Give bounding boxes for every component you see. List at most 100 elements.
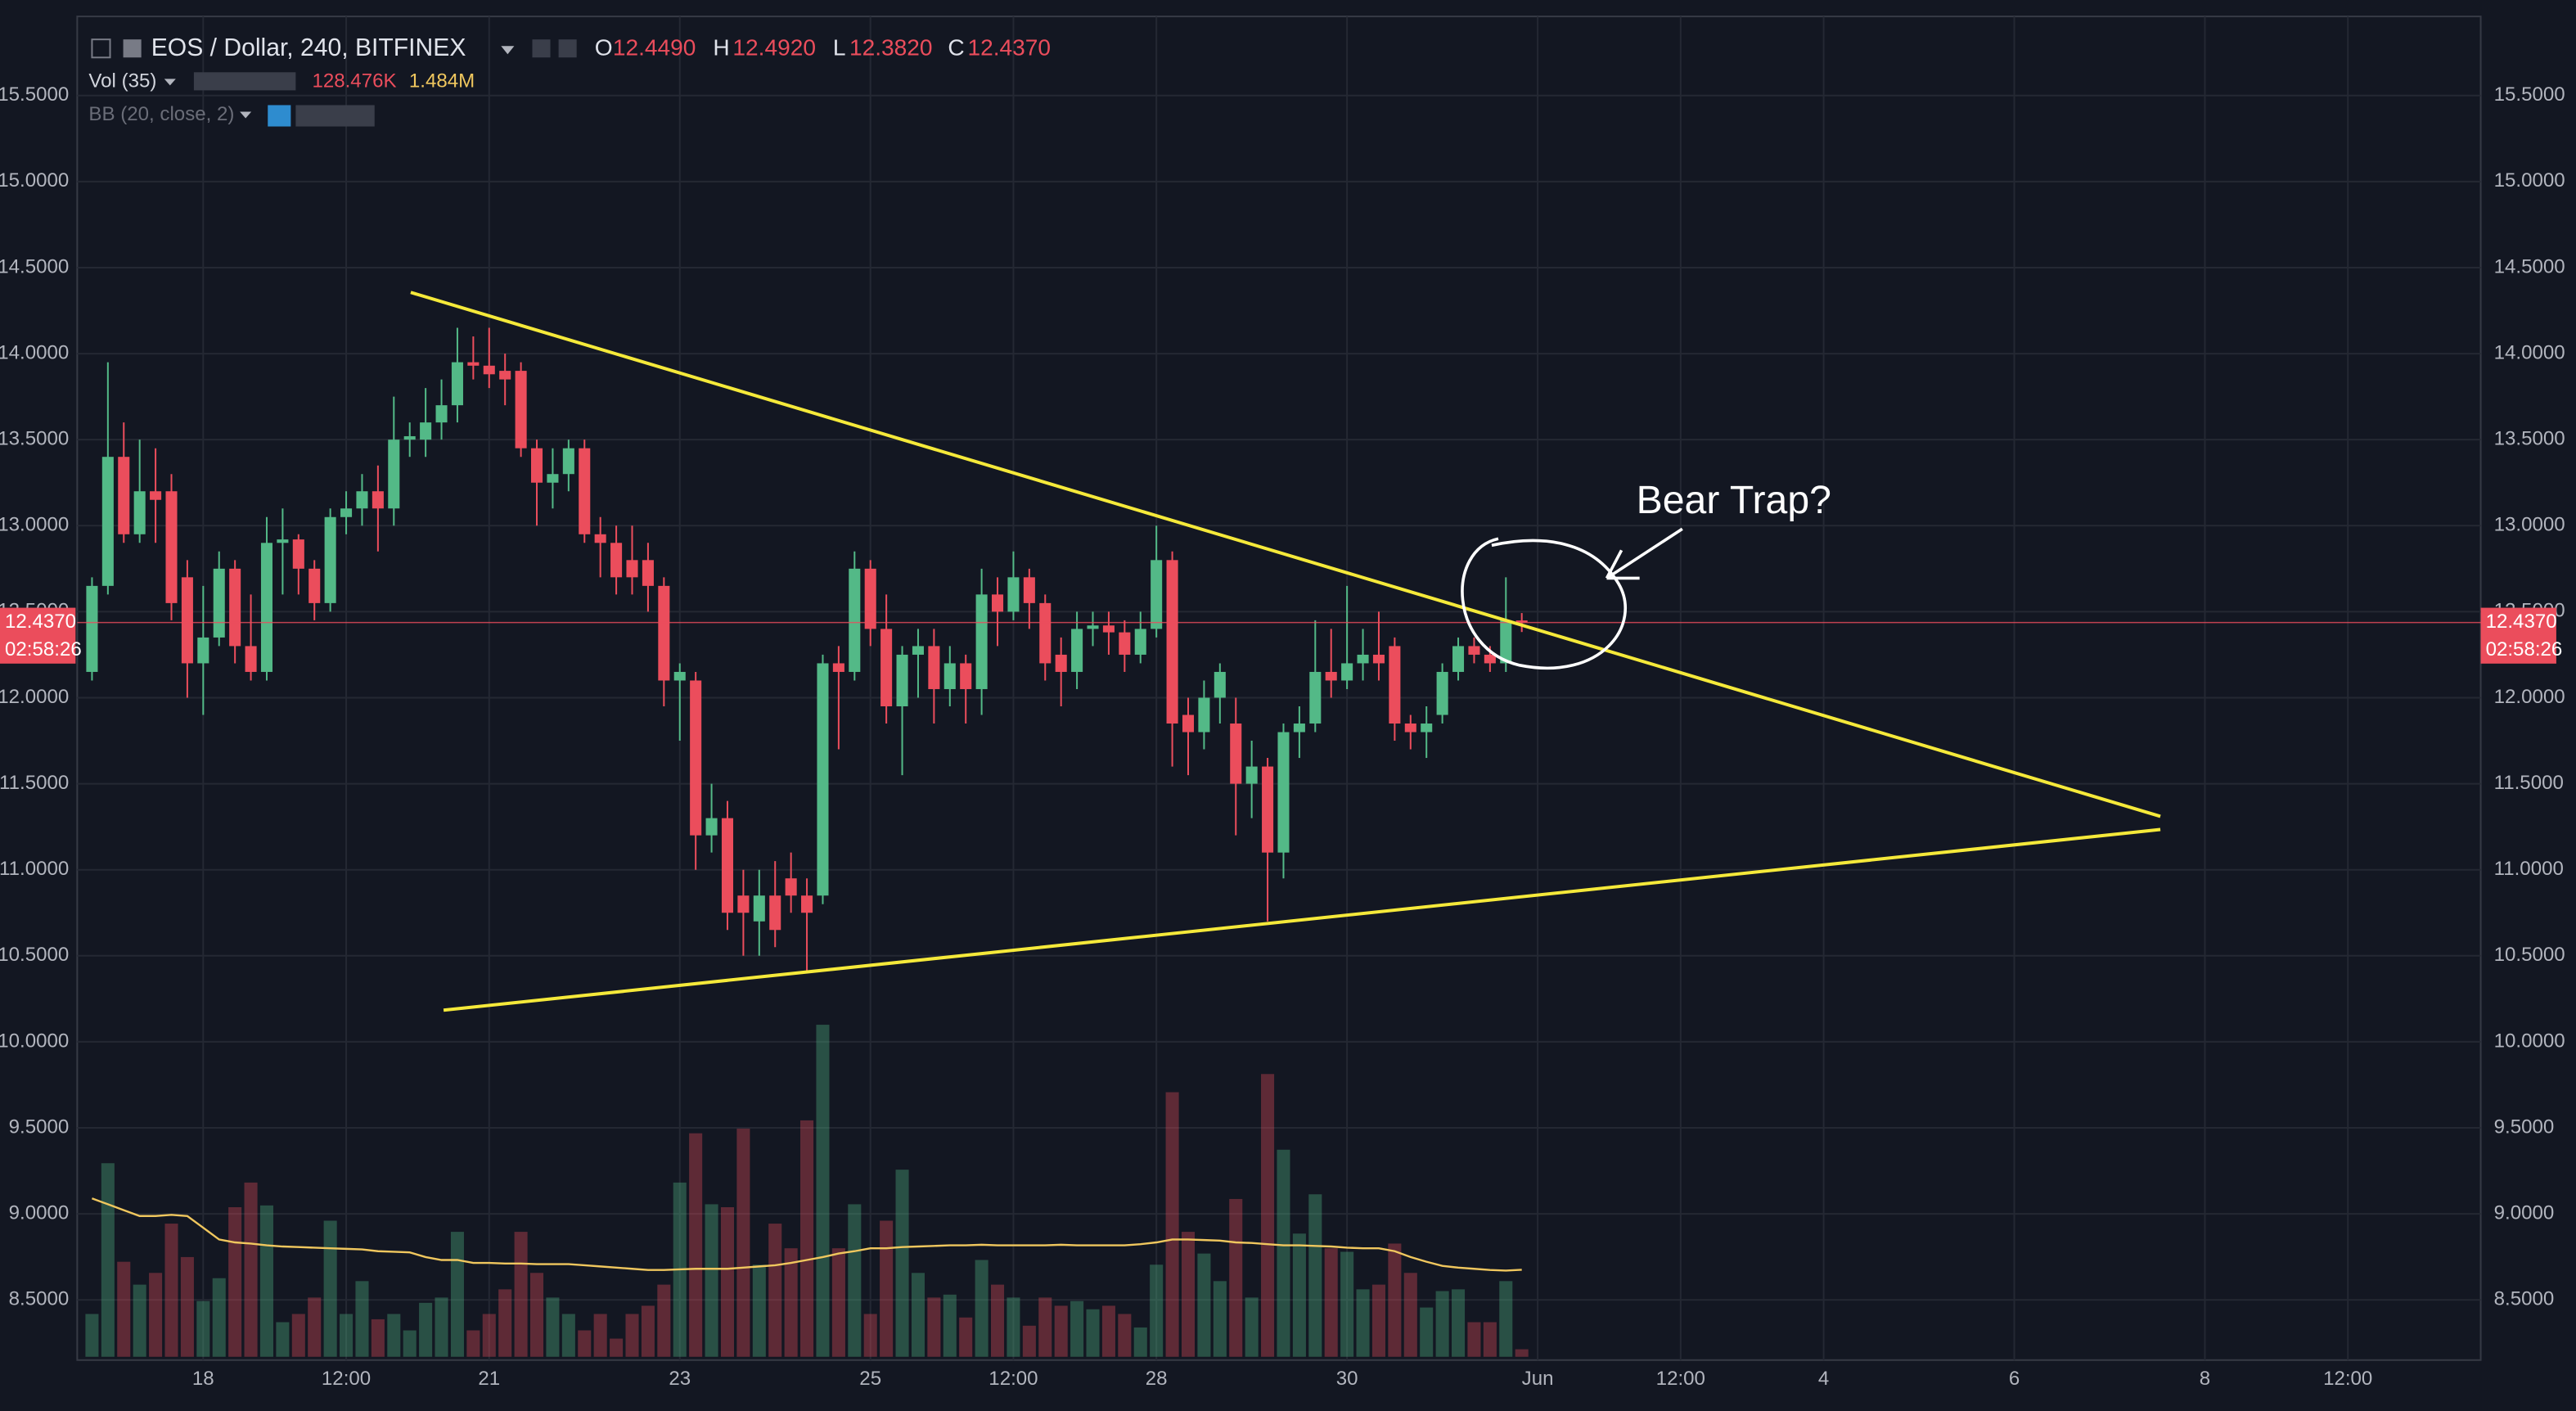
volume-bar bbox=[1038, 1297, 1052, 1357]
y-tick-label: 15.0000 bbox=[2494, 169, 2565, 192]
candle-body bbox=[1182, 715, 1195, 733]
volume-bar bbox=[419, 1302, 433, 1357]
volume-bar bbox=[1007, 1297, 1020, 1357]
volume-bar bbox=[943, 1294, 957, 1357]
candle-body bbox=[420, 422, 432, 440]
axis-layer: 15.5000 15.5000 15.0000 15.0000 14.5000 14.50… bbox=[0, 83, 2565, 1390]
candle-body bbox=[547, 474, 559, 483]
ohlc-label: L bbox=[833, 35, 846, 61]
volume-bar bbox=[149, 1273, 163, 1357]
volume-bar bbox=[1420, 1307, 1434, 1357]
volume-bar bbox=[403, 1330, 417, 1357]
candle-body bbox=[1404, 724, 1416, 733]
countdown-text: 02:58:26 bbox=[2486, 638, 2563, 660]
volume-bar bbox=[705, 1204, 718, 1357]
ohlc-label: O bbox=[595, 35, 613, 61]
candle-body bbox=[1166, 560, 1178, 724]
x-tick-label: 8 bbox=[2200, 1368, 2210, 1390]
volume-bar bbox=[1150, 1264, 1164, 1357]
volume-bar bbox=[291, 1314, 305, 1357]
volume-bar bbox=[959, 1317, 973, 1357]
candle-body bbox=[1468, 646, 1480, 655]
candle-body bbox=[562, 448, 574, 475]
candle-body bbox=[1039, 602, 1052, 664]
candle-body bbox=[372, 491, 384, 509]
y-tick-label: 14.5000 bbox=[0, 255, 69, 277]
candle-body bbox=[928, 646, 940, 689]
volume-bar bbox=[848, 1204, 862, 1357]
ohlc-value: 12.4490 bbox=[613, 35, 696, 61]
volume-bar bbox=[625, 1314, 639, 1357]
candle-body bbox=[642, 560, 654, 586]
arrow-annotation bbox=[1605, 527, 1683, 580]
candle-body bbox=[960, 663, 972, 689]
x-tick-label: 18 bbox=[192, 1368, 214, 1390]
volume-bar bbox=[212, 1278, 226, 1357]
volume-bar bbox=[228, 1206, 242, 1357]
candle-layer bbox=[77, 327, 2481, 973]
price-tag-text: 12.4370 bbox=[2486, 611, 2557, 633]
price-tag bbox=[0, 607, 76, 664]
y-tick-label: 11.0000 bbox=[0, 858, 69, 880]
candle-body bbox=[1421, 724, 1433, 733]
volume-bar bbox=[975, 1260, 989, 1357]
volume-bar bbox=[1515, 1349, 1529, 1357]
volume-title: Vol (35) bbox=[88, 70, 156, 92]
candle-body bbox=[165, 491, 178, 603]
volume-bar bbox=[1118, 1314, 1132, 1357]
candle-body bbox=[388, 440, 400, 509]
volume-bar bbox=[1340, 1251, 1354, 1357]
candle-body bbox=[753, 895, 765, 922]
x-tick-label: 28 bbox=[1146, 1368, 1168, 1390]
candle-body bbox=[181, 577, 193, 664]
candle-body bbox=[229, 568, 241, 647]
candle-body bbox=[467, 362, 480, 366]
volume-bar bbox=[736, 1128, 750, 1357]
volume-ma-value: 1.484M bbox=[409, 70, 475, 92]
volume-bar bbox=[1292, 1233, 1306, 1357]
candle-body bbox=[1452, 646, 1465, 672]
volume-value: 128.476K bbox=[312, 70, 396, 92]
volume-bar bbox=[1499, 1281, 1513, 1357]
candle-body bbox=[1198, 697, 1210, 733]
y-tick-label: 15.0000 bbox=[0, 169, 69, 192]
x-tick-label: 30 bbox=[1336, 1368, 1358, 1390]
candle-body bbox=[245, 646, 257, 672]
volume-bar bbox=[831, 1248, 845, 1357]
volume-bar bbox=[863, 1314, 877, 1357]
candle-body bbox=[1023, 577, 1035, 603]
candle-body bbox=[150, 491, 162, 500]
candle-body bbox=[1134, 629, 1146, 655]
y-tick-label: 11.0000 bbox=[2494, 858, 2564, 880]
candle-body bbox=[785, 878, 797, 896]
volume-bar bbox=[720, 1206, 735, 1357]
volume-bar bbox=[117, 1261, 131, 1357]
volume-bar bbox=[546, 1297, 560, 1357]
candle-body bbox=[86, 585, 98, 672]
x-tick-label: 21 bbox=[478, 1368, 500, 1390]
y-tick-label: 9.5000 bbox=[9, 1116, 70, 1138]
legend: EOS / Dollar, 240, BITFINEX O 12.4490 H … bbox=[88, 34, 1051, 127]
volume-bar bbox=[164, 1224, 178, 1357]
y-tick-label: 12.0000 bbox=[2494, 686, 2565, 708]
volume-bar bbox=[259, 1205, 274, 1357]
countdown-text: 02:58:26 bbox=[5, 638, 82, 660]
candle-body bbox=[594, 534, 606, 543]
candle-body bbox=[1341, 663, 1353, 681]
candle-body bbox=[673, 671, 686, 681]
candle-body bbox=[483, 365, 495, 375]
candle-body bbox=[992, 594, 1004, 612]
volume-bar bbox=[911, 1273, 925, 1357]
volume-bar bbox=[1070, 1301, 1084, 1357]
x-tick-label: 12:00 bbox=[1656, 1368, 1705, 1390]
candle-body bbox=[277, 539, 289, 543]
icon bbox=[558, 39, 577, 58]
volume-bar bbox=[1483, 1322, 1497, 1357]
volume-bar bbox=[1245, 1297, 1259, 1357]
y-tick-label: 9.0000 bbox=[2494, 1201, 2555, 1224]
volume-bar bbox=[768, 1224, 782, 1357]
candle-body bbox=[133, 491, 146, 534]
price-tag-text: 12.4370 bbox=[5, 611, 76, 633]
plot-frame bbox=[76, 16, 2482, 1361]
